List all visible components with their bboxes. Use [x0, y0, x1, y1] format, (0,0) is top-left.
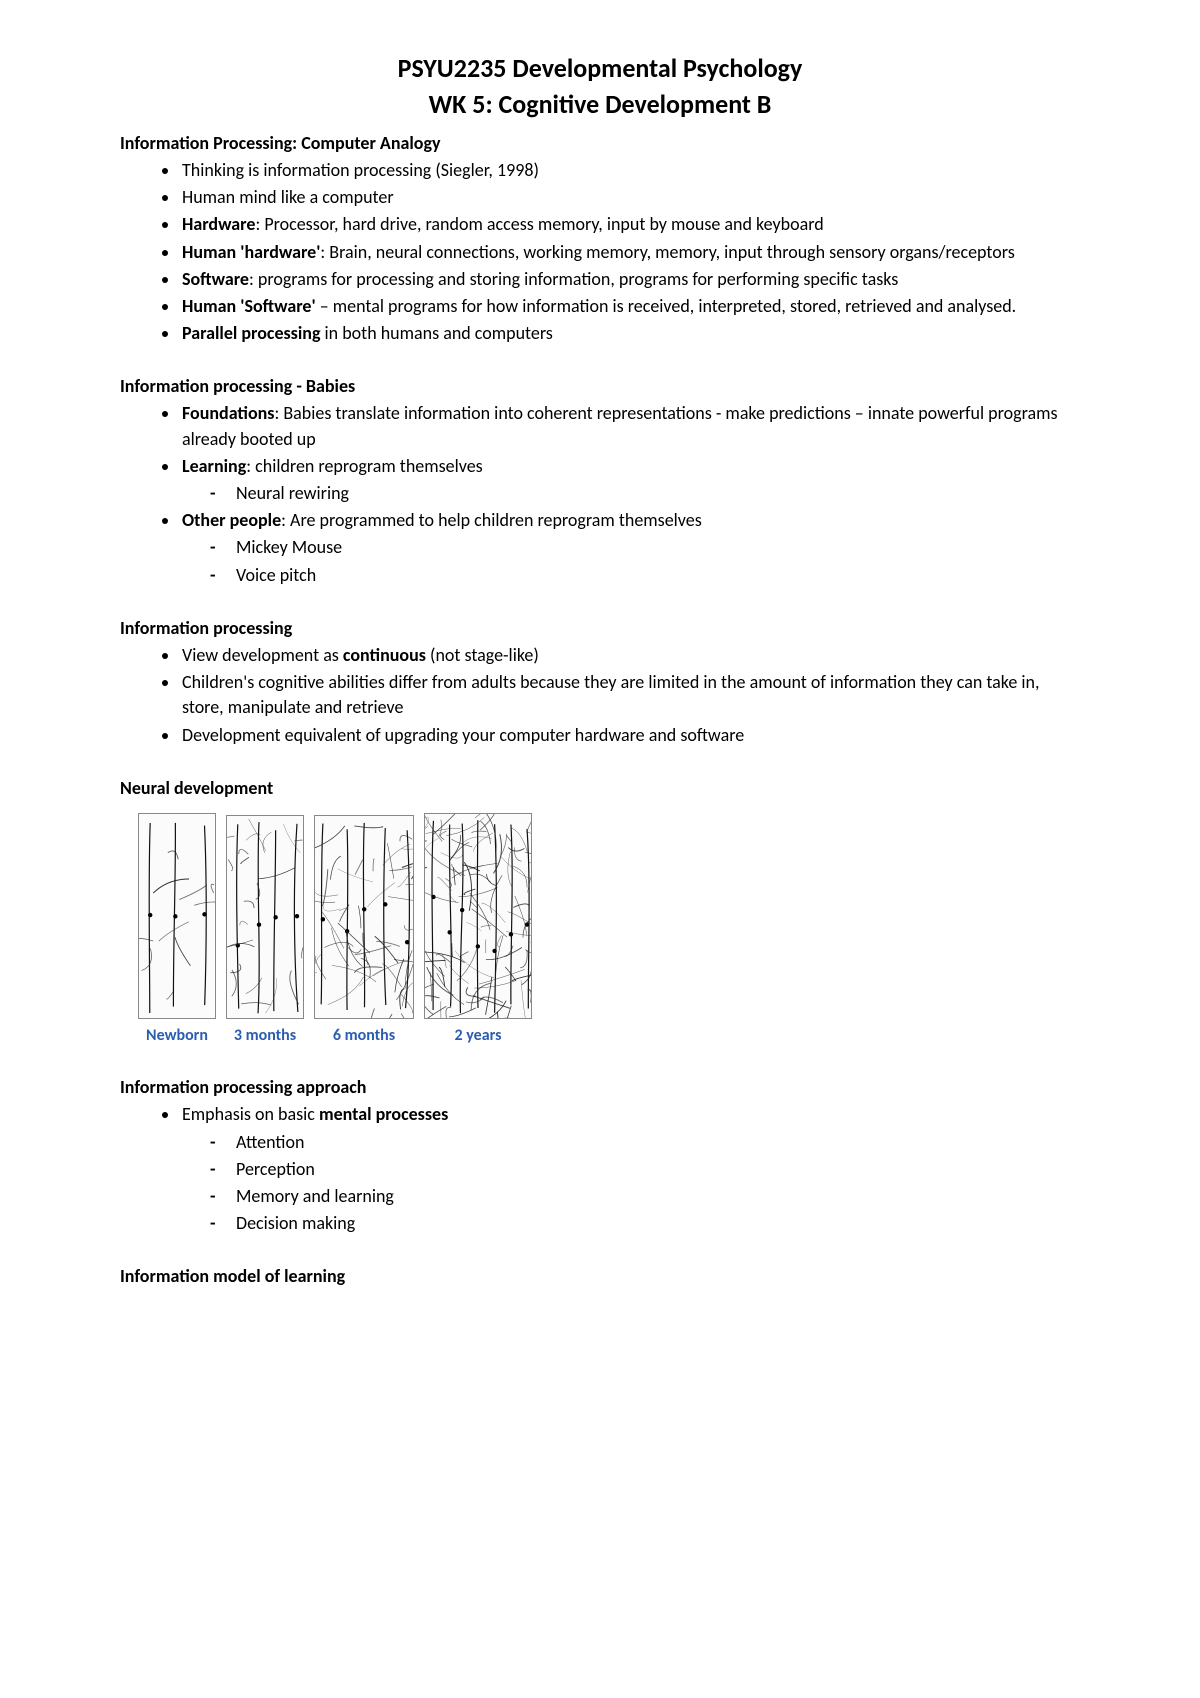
- section-heading-computer-analogy: Information Processing: Computer Analogy: [120, 131, 1080, 156]
- text: Decision making: [236, 1212, 355, 1234]
- list-item: Hardware: Processor, hard drive, random …: [180, 212, 1080, 237]
- neural-image-label: 2 years: [455, 1025, 502, 1047]
- neuron-diagram: [226, 815, 304, 1019]
- sub-list-item: Decision making: [210, 1211, 1080, 1236]
- text: Memory and learning: [236, 1185, 394, 1207]
- text: Emphasis on basic: [182, 1103, 319, 1125]
- neuron-diagram: [138, 813, 216, 1019]
- text: Attention: [236, 1131, 304, 1153]
- text: Children's cognitive abilities differ fr…: [182, 671, 1040, 718]
- sub-list: Neural rewiring: [182, 481, 1080, 506]
- bullet-list: Emphasis on basic mental processes Atten…: [120, 1102, 1080, 1236]
- list-item: View development as continuous (not stag…: [180, 643, 1080, 668]
- section-heading-information-processing: Information processing: [120, 616, 1080, 641]
- text: : Babies translate information into cohe…: [182, 402, 1058, 449]
- text: Thinking is information processing (Sieg…: [182, 159, 539, 181]
- text: Neural rewiring: [236, 482, 349, 504]
- neural-image-column: Newborn: [138, 813, 216, 1047]
- bullet-list: Foundations: Babies translate informatio…: [120, 401, 1080, 587]
- text: Voice pitch: [236, 564, 316, 586]
- list-item: Emphasis on basic mental processes Atten…: [180, 1102, 1080, 1236]
- bold-term: Foundations: [182, 402, 274, 424]
- section-heading-ip-approach: Information processing approach: [120, 1075, 1080, 1100]
- neural-image-column: 6 months: [314, 815, 414, 1047]
- bold-term: mental processes: [319, 1103, 448, 1125]
- neural-image-column: 3 months: [226, 815, 304, 1047]
- text: View development as: [182, 644, 343, 666]
- text: Mickey Mouse: [236, 536, 342, 558]
- bold-term: Software: [182, 268, 249, 290]
- sub-list-item: Neural rewiring: [210, 481, 1080, 506]
- text: : Processor, hard drive, random access m…: [255, 213, 823, 235]
- neural-image-label: 3 months: [234, 1025, 296, 1047]
- list-item: Human 'Software' – mental programs for h…: [180, 294, 1080, 319]
- sub-list-item: Mickey Mouse: [210, 535, 1080, 560]
- bullet-list: View development as continuous (not stag…: [120, 643, 1080, 748]
- sub-list-item: Attention: [210, 1130, 1080, 1155]
- title-line-2: WK 5: Cognitive Development B: [120, 86, 1080, 122]
- document-title: PSYU2235 Developmental Psychology WK 5: …: [120, 50, 1080, 123]
- list-item: Foundations: Babies translate informatio…: [180, 401, 1080, 451]
- neural-image-label: 6 months: [333, 1025, 395, 1047]
- bold-term: Learning: [182, 455, 246, 477]
- text: in both humans and computers: [320, 322, 552, 344]
- neural-image-row: Newborn 3 months 6 months 2 years: [138, 813, 1080, 1047]
- text: Perception: [236, 1158, 315, 1180]
- text: (not stage-like): [426, 644, 539, 666]
- list-item: Human mind like a computer: [180, 185, 1080, 210]
- section-heading-babies: Information processing - Babies: [120, 374, 1080, 399]
- list-item: Software: programs for processing and st…: [180, 267, 1080, 292]
- bullet-list: Thinking is information processing (Sieg…: [120, 158, 1080, 346]
- text: : programs for processing and storing in…: [249, 268, 898, 290]
- list-item: Human 'hardware': Brain, neural connecti…: [180, 240, 1080, 265]
- text: : children reprogram themselves: [246, 455, 482, 477]
- neuron-diagram: [314, 815, 414, 1019]
- bold-term: Human 'hardware': [182, 241, 320, 263]
- list-item: Parallel processing in both humans and c…: [180, 321, 1080, 346]
- neural-image-label: Newborn: [146, 1025, 208, 1047]
- sub-list-item: Memory and learning: [210, 1184, 1080, 1209]
- neural-image-column: 2 years: [424, 813, 532, 1047]
- section-heading-model-of-learning: Information model of learning: [120, 1264, 1080, 1289]
- list-item: Children's cognitive abilities differ fr…: [180, 670, 1080, 720]
- list-item: Other people: Are programmed to help chi…: [180, 508, 1080, 588]
- list-item: Thinking is information processing (Sieg…: [180, 158, 1080, 183]
- text: Development equivalent of upgrading your…: [182, 724, 744, 746]
- sub-list-item: Perception: [210, 1157, 1080, 1182]
- sub-list: Mickey Mouse Voice pitch: [182, 535, 1080, 587]
- text: – mental programs for how information is…: [316, 295, 1017, 317]
- section-heading-neural-development: Neural development: [120, 776, 1080, 801]
- list-item: Learning: children reprogram themselves …: [180, 454, 1080, 506]
- list-item: Development equivalent of upgrading your…: [180, 723, 1080, 748]
- bold-term: Other people: [182, 509, 281, 531]
- bold-term: Parallel processing: [182, 322, 320, 344]
- text: : Are programmed to help children reprog…: [281, 509, 702, 531]
- sub-list: Attention Perception Memory and learning…: [182, 1130, 1080, 1237]
- text: : Brain, neural connections, working mem…: [320, 241, 1014, 263]
- title-line-1: PSYU2235 Developmental Psychology: [120, 50, 1080, 86]
- bold-term: Hardware: [182, 213, 255, 235]
- neuron-diagram: [424, 813, 532, 1019]
- bold-term: Human 'Software': [182, 295, 316, 317]
- text: Human mind like a computer: [182, 186, 394, 208]
- sub-list-item: Voice pitch: [210, 563, 1080, 588]
- bold-term: continuous: [343, 644, 426, 666]
